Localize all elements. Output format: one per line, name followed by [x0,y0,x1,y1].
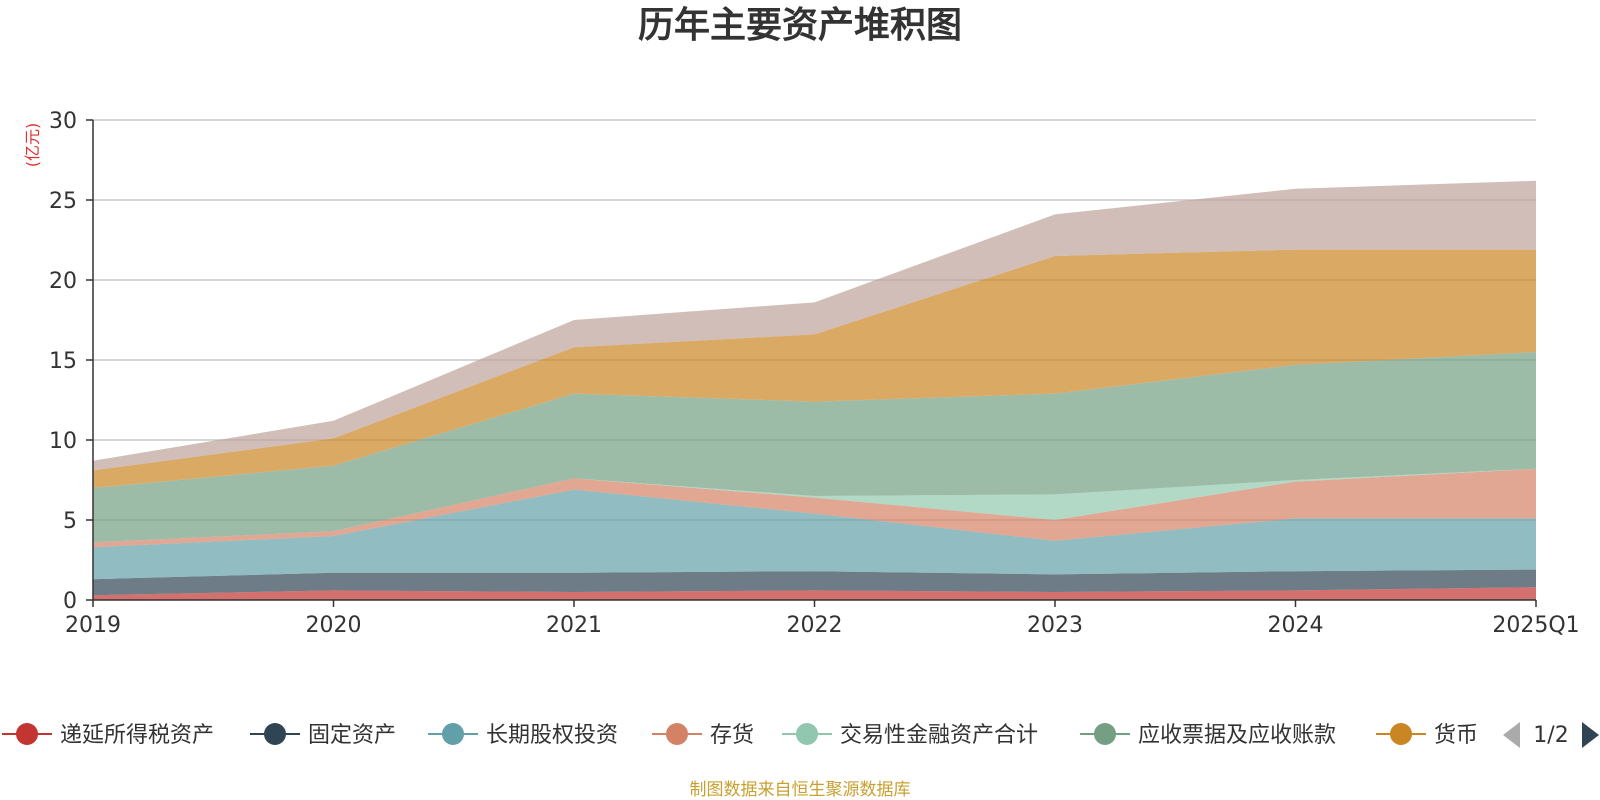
x-tick-label: 2021 [546,613,602,638]
area-series-7 [93,180,1536,471]
chart-title: 历年主要资产堆积图 [638,5,962,46]
y-tick-label: 10 [49,429,77,454]
legend-marker [796,723,818,745]
y-tick-label: 20 [49,269,77,294]
legend-marker [666,723,688,745]
x-tick-label: 2023 [1027,613,1083,638]
legend-marker [1390,723,1412,745]
source-footnote: 制图数据来自恒生聚源数据库 [690,780,911,800]
x-tick-label: 2019 [65,613,121,638]
legend-label: 应收票据及应收账款 [1138,723,1336,748]
legend-item[interactable]: 交易性金融资产合计 [782,723,1038,748]
legend-marker [442,723,464,745]
area-series-4 [93,468,1536,543]
x-tick-label: 2025Q1 [1492,613,1579,638]
x-tick-label: 2022 [787,613,843,638]
legend-item[interactable]: 固定资产 [250,723,396,748]
legend-label: 固定资产 [308,723,396,748]
area-series-1 [93,569,1536,596]
y-tick-label: 0 [63,589,77,614]
legend-item[interactable]: 应收票据及应收账款 [1080,723,1336,748]
legend-marker [16,723,38,745]
area-series-0 [93,587,1536,600]
legend-label: 递延所得税资产 [60,723,214,748]
y-tick-label: 15 [49,349,77,374]
area-series-3 [93,468,1536,548]
legend-label: 存货 [710,723,754,748]
legend-label: 货币 [1434,723,1478,748]
legend-item[interactable]: 递延所得税资产 [2,723,214,748]
legend-marker [264,723,286,745]
y-tick-label: 25 [49,189,77,214]
legend-prev-page-icon[interactable] [1503,722,1520,748]
legend: 递延所得税资产 固定资产 长期股权投资 存货 交易性金融资产合计 应收票据及应收账款 货币 1… [2,722,1599,748]
axes: 2019 2020 2021 2022 2023 2024 2025Q1 [65,119,1580,638]
legend-next-page-icon[interactable] [1582,722,1599,748]
area-series-group [93,180,1536,600]
area-series-2 [93,489,1536,580]
y-axis-unit-label: (亿元) [23,123,42,168]
legend-label: 交易性金融资产合计 [840,723,1038,748]
y-tick-label: 30 [49,109,77,134]
area-series-6 [93,249,1536,488]
x-tick-label: 2020 [306,613,362,638]
legend-marker [1094,723,1116,745]
legend-page-indicator: 1/2 [1533,723,1568,748]
legend-item[interactable]: 存货 [652,723,754,748]
legend-item[interactable]: 长期股权投资 [428,723,618,748]
legend-label: 长期股权投资 [486,723,618,748]
x-tick-label: 2024 [1268,613,1324,638]
y-tick-label: 5 [63,509,77,534]
legend-item[interactable]: 货币 [1376,723,1478,748]
area-series-5 [93,352,1536,543]
